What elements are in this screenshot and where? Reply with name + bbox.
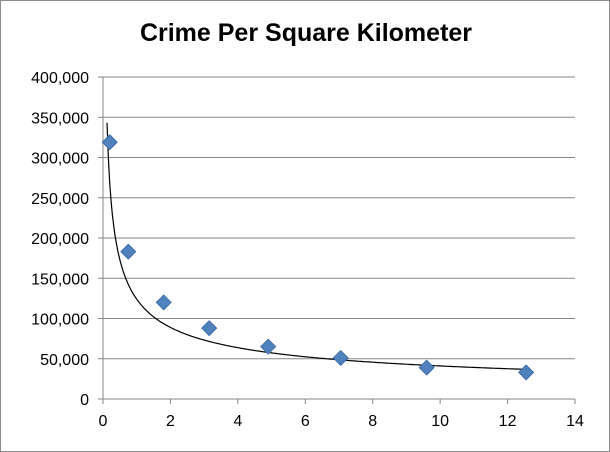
- data-point-0-3: [201, 320, 218, 337]
- x-tick-label-1: 2: [166, 413, 175, 430]
- data-point-0-2: [155, 294, 172, 311]
- chart-title: Crime Per Square Kilometer: [139, 19, 473, 47]
- x-tick-label-6: 12: [499, 413, 517, 430]
- y-tick-label-2: 100,000: [31, 312, 89, 329]
- data-point-0-4: [260, 338, 277, 355]
- y-tick-label-3: 150,000: [31, 271, 89, 288]
- y-tick-label-1: 50,000: [40, 352, 89, 369]
- y-tick-label-8: 400,000: [31, 70, 89, 87]
- y-tick-label-6: 300,000: [31, 151, 89, 168]
- x-tick-label-4: 8: [368, 413, 377, 430]
- y-tick-label-7: 350,000: [31, 110, 89, 127]
- y-tick-label-5: 250,000: [31, 191, 89, 208]
- data-point-0-5: [332, 349, 349, 367]
- data-point-0-6: [418, 359, 435, 376]
- x-tick-label-0: 0: [99, 413, 108, 430]
- x-tick-label-5: 10: [431, 413, 449, 430]
- x-tick-label-2: 4: [233, 413, 242, 430]
- x-tick-label-7: 14: [566, 413, 584, 430]
- data-point-0-0: [101, 134, 118, 151]
- data-point-0-7: [518, 364, 535, 381]
- y-tick-label-0: 0: [80, 392, 89, 409]
- data-point-0-1: [120, 243, 137, 260]
- y-tick-label-4: 200,000: [31, 231, 89, 248]
- x-tick-label-3: 6: [301, 413, 310, 430]
- trendline: [106, 122, 528, 370]
